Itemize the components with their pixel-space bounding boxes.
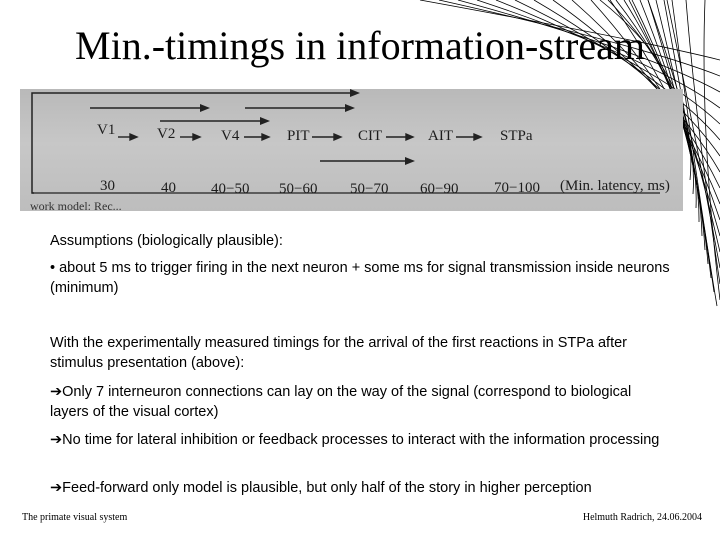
decorative-curve xyxy=(703,0,720,301)
latency-pit: 50−60 xyxy=(279,181,318,197)
assumptions-heading: Assumptions (biologically plausible): xyxy=(50,233,283,249)
decorative-curve xyxy=(671,0,718,307)
area-arrow-head xyxy=(192,132,202,142)
figure-arrows: work model: Rec... xyxy=(30,89,660,211)
decorative-curve xyxy=(438,0,720,77)
footer-right: Helmuth Radrich, 24.06.2004 xyxy=(582,512,702,523)
intro-paragraph: With the experimentally measured timings… xyxy=(50,335,628,371)
area-label-stpa: STPa xyxy=(500,128,533,144)
conclusion-point-3: ➔Feed-forward only model is plausible, b… xyxy=(50,480,592,496)
area-label-v4: V4 xyxy=(221,128,240,144)
area-label-v2: V2 xyxy=(157,126,176,142)
latency-v1: 30 xyxy=(100,178,115,194)
latency-ait: 60−90 xyxy=(420,181,459,197)
latency-figure-photo: work model: Rec... V1 V2 V4 PIT CIT AIT … xyxy=(20,89,683,211)
area-arrow-head xyxy=(261,132,271,142)
area-label-pit: PIT xyxy=(287,128,310,144)
decorative-curve xyxy=(647,0,709,265)
latency-caption: (Min. latency, ms) xyxy=(560,178,670,194)
decorative-curve xyxy=(552,0,720,173)
conclusion-point-1: ➔Only 7 interneuron connections can lay … xyxy=(50,384,632,420)
latency-cit: 50−70 xyxy=(350,181,389,197)
area-label-ait: AIT xyxy=(428,128,453,144)
assumption-item: • about 5 ms to trigger firing in the ne… xyxy=(50,260,670,296)
latency-v4: 40−50 xyxy=(211,181,250,197)
decorative-curve xyxy=(495,0,720,125)
area-arrow-head xyxy=(405,132,415,142)
latency-v2: 40 xyxy=(161,180,176,196)
slide-title: Min.-timings in information-stream xyxy=(75,23,645,68)
svg-text:work model: Rec...: work model: Rec... xyxy=(30,199,122,211)
area-label-cit: CIT xyxy=(358,128,383,144)
latency-stpa: 70−100 xyxy=(494,180,540,196)
area-arrow-head xyxy=(473,132,483,142)
conclusion-point-2: ➔No time for lateral inhibition or feedb… xyxy=(50,432,660,448)
area-arrow-head xyxy=(129,132,139,142)
area-label-v1: V1 xyxy=(97,122,116,138)
decorative-curve xyxy=(476,0,720,109)
area-arrow-head xyxy=(333,132,343,142)
decorative-curve xyxy=(419,0,720,61)
decorative-curve xyxy=(457,0,720,93)
footer-left: The primate visual system xyxy=(22,512,128,523)
